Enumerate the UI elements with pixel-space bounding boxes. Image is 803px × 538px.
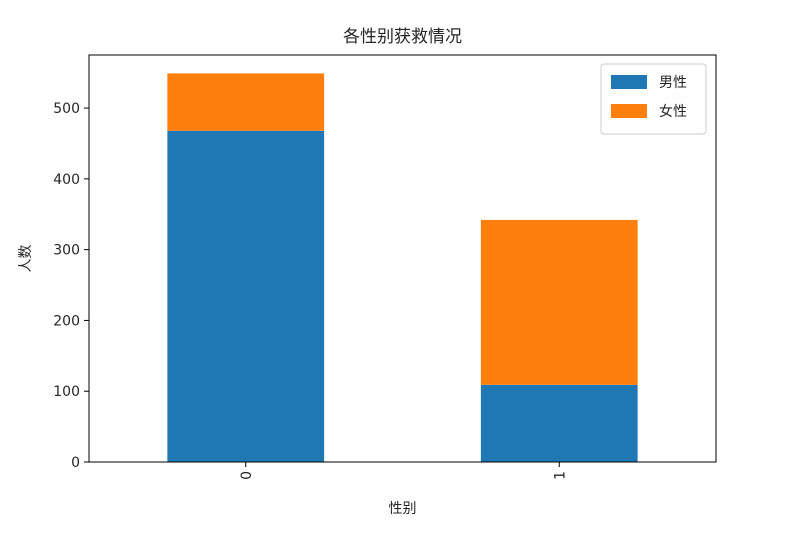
y-tick-label-100: 100 xyxy=(53,384,80,400)
x-tick-label-0: 0 xyxy=(239,471,255,480)
y-axis-title: 人数 xyxy=(18,245,34,273)
y-tick-label-200: 200 xyxy=(53,313,80,329)
legend-box xyxy=(600,63,707,135)
legend-swatch-male xyxy=(611,75,647,89)
bars-layer xyxy=(167,73,638,462)
y-tick-label-300: 300 xyxy=(53,243,80,259)
y-tick-label-400: 400 xyxy=(53,172,80,188)
legend-swatch-female xyxy=(611,104,647,118)
chart-title: 各性别获救情况 xyxy=(343,27,462,47)
y-tick-label-0: 0 xyxy=(71,455,80,471)
legend-label-male: 男性 xyxy=(659,75,687,91)
bar-female-0 xyxy=(167,73,325,131)
x-tick-label-1: 1 xyxy=(552,471,568,480)
bar-male-1 xyxy=(480,384,638,462)
bar-male-0 xyxy=(167,130,325,462)
legend-label-female: 女性 xyxy=(659,103,687,120)
x-axis-title: 性别 xyxy=(389,501,417,517)
bar-female-1 xyxy=(480,219,638,385)
y-tick-label-500: 500 xyxy=(53,101,80,117)
plot-frame xyxy=(88,54,717,463)
y-axis: 0 100 200 300 400 500 xyxy=(53,101,89,471)
